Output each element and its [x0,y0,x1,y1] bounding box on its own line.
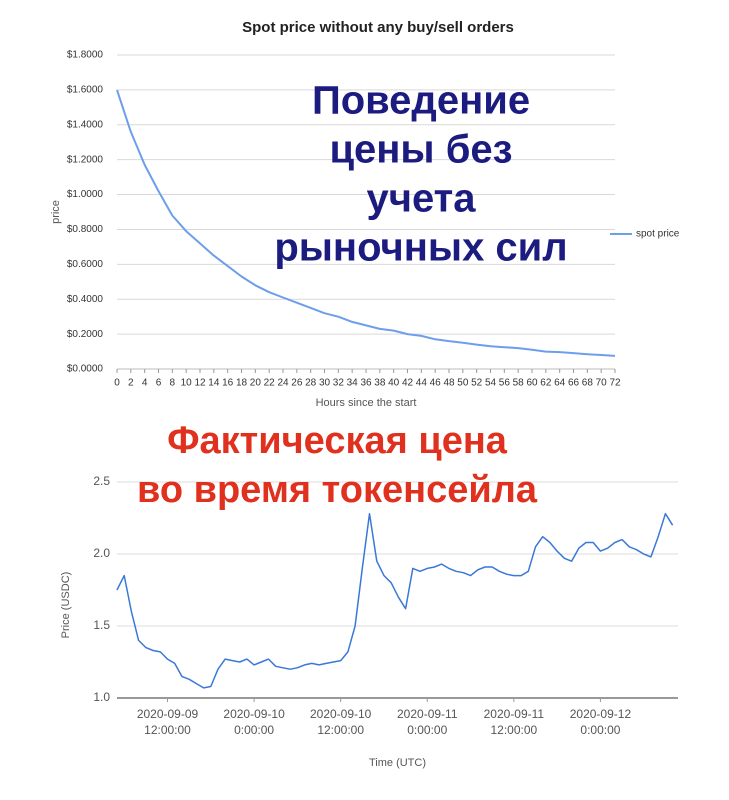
data-line [116,512,674,689]
x-tick-label: 0 [114,378,120,389]
y-tick-label: $0.2000 [67,329,104,340]
annotation: Поведение [312,79,530,123]
y-tick-label: 2.5 [93,474,110,488]
annotation: Фактическая цена [167,420,508,462]
x-tick-label: 42 [402,378,414,389]
x-tick-label: 60 [526,378,538,389]
y-tick-label: $1.4000 [67,119,104,130]
x-tick-label: 34 [347,378,359,389]
x-tick-label: 50 [457,378,469,389]
x-tick-label: 52 [471,378,483,389]
x-tick-label: 6 [156,378,162,389]
x-tick-label: 18 [236,378,248,389]
x-tick-label: 54 [485,378,497,389]
x-axis-label: Time (UTC) [369,757,426,769]
y-axis-label: Price (USDC) [60,572,72,639]
x-tick-label: 68 [582,378,594,389]
annotation: во время токенсейла [137,469,538,511]
x-tick-label: 72 [609,378,621,389]
x-tick-label: 56 [499,378,511,389]
data-line [116,89,616,357]
x-tick-label: 66 [568,378,580,389]
x-tick-label: 8 [170,378,176,389]
x-tick-label: 24 [277,378,289,389]
y-tick-label: 1.5 [93,618,110,632]
x-tick-label: 2020-09-10 12:00:00 [310,707,372,737]
x-tick-label: 64 [554,378,566,389]
x-tick-label: 2020-09-12 0:00:00 [570,707,632,737]
x-tick-label: 48 [443,378,455,389]
x-tick-label: 46 [430,378,442,389]
x-tick-label: 62 [540,378,552,389]
x-tick-label: 12 [194,378,206,389]
y-tick-label: 2.0 [93,546,110,560]
x-tick-label: 36 [360,378,372,389]
x-tick-label: 2 [128,378,134,389]
x-tick-label: 2020-09-09 12:00:00 [137,707,199,737]
x-tick-label: 58 [513,378,525,389]
legend-label: spot price [636,229,680,240]
x-tick-label: 2020-09-11 12:00:00 [484,707,545,737]
y-tick-label: $1.8000 [67,50,104,61]
x-tick-label: 32 [333,378,345,389]
y-tick-label: $0.4000 [67,294,104,305]
x-tick-label: 20 [250,378,262,389]
y-tick-label: $0.6000 [67,259,104,270]
x-tick-label: 26 [291,378,303,389]
x-tick-label: 40 [388,378,400,389]
x-axis-label: Hours since the start [316,397,417,409]
x-tick-label: 44 [416,378,428,389]
chart-title: Spot price without any buy/sell orders [242,19,514,36]
y-tick-label: $0.8000 [67,224,104,235]
x-tick-label: 28 [305,378,317,389]
y-tick-label: $1.2000 [67,154,104,165]
y-tick-label: $1.6000 [67,85,104,96]
x-tick-label: 10 [181,378,193,389]
x-tick-label: 16 [222,378,234,389]
annotation: цены без [329,128,512,172]
x-tick-label: 2020-09-10 0:00:00 [223,707,285,737]
y-tick-label: $0.0000 [67,364,104,375]
y-axis-label: price [50,200,62,224]
x-tick-label: 4 [142,378,148,389]
x-tick-label: 38 [374,378,386,389]
y-tick-label: $1.0000 [67,189,104,200]
x-tick-label: 2020-09-11 0:00:00 [397,707,458,737]
x-tick-label: 22 [264,378,276,389]
x-tick-label: 14 [208,378,220,389]
x-tick-label: 70 [596,378,608,389]
annotation: рыночных сил [274,226,567,270]
annotation: учета [366,177,476,221]
x-tick-label: 30 [319,378,331,389]
y-tick-label: 1.0 [93,690,110,704]
